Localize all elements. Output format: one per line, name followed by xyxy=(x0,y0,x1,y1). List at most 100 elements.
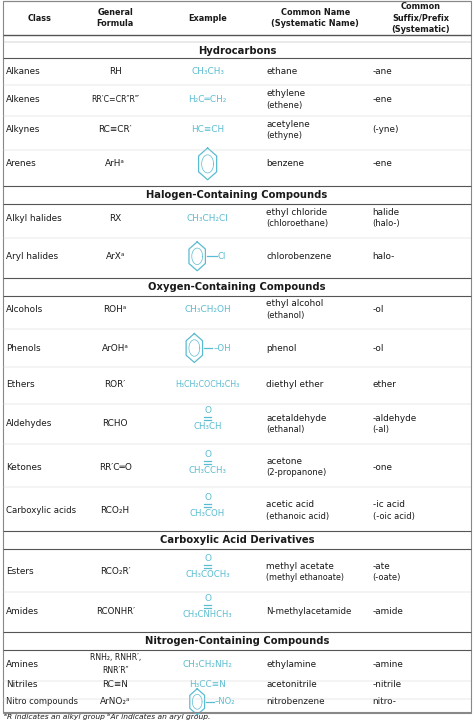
Text: Example: Example xyxy=(188,14,227,22)
Text: CH₃COCH₃: CH₃COCH₃ xyxy=(185,570,230,579)
Text: Oxygen-Containing Compounds: Oxygen-Containing Compounds xyxy=(148,282,326,292)
Text: Amides: Amides xyxy=(6,607,39,616)
Text: diethyl ether: diethyl ether xyxy=(266,380,324,388)
Text: -ol: -ol xyxy=(373,305,384,314)
Text: phenol: phenol xyxy=(266,344,297,352)
Text: Nitrogen-Containing Compounds: Nitrogen-Containing Compounds xyxy=(145,636,329,646)
Text: Amines: Amines xyxy=(6,660,39,669)
Text: Arenes: Arenes xyxy=(6,160,36,168)
Text: ArOHᵃ: ArOHᵃ xyxy=(102,344,128,352)
Text: -nitrile: -nitrile xyxy=(373,680,401,689)
Text: (-oic acid): (-oic acid) xyxy=(373,512,414,521)
Text: RX: RX xyxy=(109,214,121,222)
Text: O: O xyxy=(204,493,211,502)
Text: -ate: -ate xyxy=(373,562,390,570)
Text: RNH₂, RNHR′,: RNH₂, RNHR′, xyxy=(90,653,141,662)
Text: Nitriles: Nitriles xyxy=(6,680,37,689)
Text: benzene: benzene xyxy=(266,160,304,168)
Text: (halo-): (halo-) xyxy=(373,219,400,228)
Text: Ethers: Ethers xyxy=(6,380,34,388)
Text: (ethanol): (ethanol) xyxy=(266,311,305,320)
Text: ethylamine: ethylamine xyxy=(266,660,317,669)
Text: CH₃CH₃: CH₃CH₃ xyxy=(191,67,224,76)
Text: RCO₂H: RCO₂H xyxy=(100,506,130,515)
Text: O: O xyxy=(204,594,211,603)
Text: CH₃CH: CH₃CH xyxy=(193,422,222,431)
Text: ROR′: ROR′ xyxy=(105,380,126,388)
Text: acetylene: acetylene xyxy=(266,120,310,129)
Text: CH₃CH₂OH: CH₃CH₂OH xyxy=(184,305,231,314)
Text: Aldehydes: Aldehydes xyxy=(6,419,52,428)
Text: (ethene): (ethene) xyxy=(266,101,302,110)
Text: (-oate): (-oate) xyxy=(373,573,401,582)
Text: Nitro compounds: Nitro compounds xyxy=(6,697,78,706)
Text: ethyl chloride: ethyl chloride xyxy=(266,208,328,217)
Text: acetic acid: acetic acid xyxy=(266,500,314,509)
Text: acetonitrile: acetonitrile xyxy=(266,680,317,689)
Text: ether: ether xyxy=(373,380,396,388)
Text: Common Name
(Systematic Name): Common Name (Systematic Name) xyxy=(271,8,359,28)
Text: ArNO₂ᵃ: ArNO₂ᵃ xyxy=(100,697,130,706)
Text: RCO₂R′: RCO₂R′ xyxy=(100,567,130,576)
Text: RR′C=CR″R‴: RR′C=CR″R‴ xyxy=(91,95,139,104)
Text: ethyl alcohol: ethyl alcohol xyxy=(266,300,324,308)
Text: RR′C═O: RR′C═O xyxy=(99,463,132,471)
Text: CH₃COH: CH₃COH xyxy=(190,509,225,518)
Text: (methyl ethanoate): (methyl ethanoate) xyxy=(266,573,345,582)
Text: –NO₂: –NO₂ xyxy=(215,697,235,706)
Text: ethane: ethane xyxy=(266,67,298,76)
Text: CH₃CNHCH₃: CH₃CNHCH₃ xyxy=(183,610,232,619)
Text: methyl acetate: methyl acetate xyxy=(266,562,334,570)
Text: (ethanal): (ethanal) xyxy=(266,425,305,434)
Text: Aryl halides: Aryl halides xyxy=(6,252,58,261)
Text: CH₃CH₂Cl: CH₃CH₂Cl xyxy=(187,214,228,222)
Text: RNR′R″: RNR′R″ xyxy=(102,666,128,675)
Text: Class: Class xyxy=(27,14,51,22)
Text: -ene: -ene xyxy=(373,160,392,168)
Text: -one: -one xyxy=(373,463,392,471)
Text: RCHO: RCHO xyxy=(102,419,128,428)
Text: Alkenes: Alkenes xyxy=(6,95,40,104)
Text: ArXᵃ: ArXᵃ xyxy=(106,252,125,261)
Text: Alkyl halides: Alkyl halides xyxy=(6,214,62,222)
Text: -aldehyde: -aldehyde xyxy=(373,414,417,422)
Text: -ol: -ol xyxy=(373,344,384,352)
Text: halo-: halo- xyxy=(373,252,395,261)
Text: (2-propanone): (2-propanone) xyxy=(266,469,327,477)
Text: Common
Suffix/Prefix
(Systematic): Common Suffix/Prefix (Systematic) xyxy=(391,2,450,34)
Text: -ic acid: -ic acid xyxy=(373,500,404,509)
Text: Ketones: Ketones xyxy=(6,463,41,471)
Text: (ethyne): (ethyne) xyxy=(266,131,302,140)
Text: ROHᵃ: ROHᵃ xyxy=(103,305,127,314)
Text: CH₃CH₂NH₂: CH₃CH₂NH₂ xyxy=(182,660,233,669)
Text: H₂C═CH₂: H₂C═CH₂ xyxy=(189,95,227,104)
Text: General
Formula: General Formula xyxy=(97,8,134,28)
Text: (chloroethane): (chloroethane) xyxy=(266,219,328,228)
Text: ArHᵃ: ArHᵃ xyxy=(105,160,125,168)
Text: nitrobenzene: nitrobenzene xyxy=(266,697,325,706)
Text: O: O xyxy=(204,406,211,415)
Text: O: O xyxy=(204,554,211,563)
Text: acetaldehyde: acetaldehyde xyxy=(266,414,327,422)
Text: Phenols: Phenols xyxy=(6,344,40,352)
Text: –OH: –OH xyxy=(213,344,231,352)
Text: Hydrocarbons: Hydrocarbons xyxy=(198,45,276,56)
Text: acetone: acetone xyxy=(266,457,302,466)
Text: H₃CC≡N: H₃CC≡N xyxy=(189,680,226,689)
Text: Halogen-Containing Compounds: Halogen-Containing Compounds xyxy=(146,190,328,200)
Text: N-methylacetamide: N-methylacetamide xyxy=(266,607,352,616)
Text: -ene: -ene xyxy=(373,95,392,104)
Text: Carboxylic Acid Derivatives: Carboxylic Acid Derivatives xyxy=(160,535,314,545)
Text: ethylene: ethylene xyxy=(266,90,306,98)
Text: (-al): (-al) xyxy=(373,425,390,434)
Text: nitro-: nitro- xyxy=(373,697,397,706)
Text: -amine: -amine xyxy=(373,660,403,669)
Text: H₃CH₂COCH₂CH₃: H₃CH₂COCH₂CH₃ xyxy=(175,380,240,388)
Text: ᵃR indicates an alkyl group ᵇAr indicates an aryl group.: ᵃR indicates an alkyl group ᵇAr indicate… xyxy=(4,713,210,721)
Text: RCONHR′: RCONHR′ xyxy=(96,607,135,616)
Text: Alkynes: Alkynes xyxy=(6,126,40,134)
Text: Cl: Cl xyxy=(218,252,226,261)
Text: RC≡CR′: RC≡CR′ xyxy=(99,126,132,134)
Text: -amide: -amide xyxy=(373,607,403,616)
Text: (-yne): (-yne) xyxy=(373,126,399,134)
